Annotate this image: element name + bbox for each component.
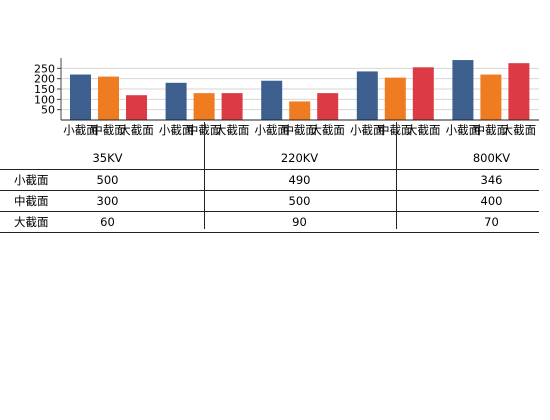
table-header-220kv: 220KV: [280, 151, 319, 165]
x-tick-label: 大截面: [406, 123, 441, 137]
bar: [508, 63, 530, 120]
x-tick-label: 小截面: [350, 123, 385, 137]
table-cell: 70: [484, 215, 499, 229]
table-header-row: 35KV 220KV 800KV: [0, 148, 539, 170]
y-tick-label: 250: [34, 62, 55, 75]
x-tick-label: 中截面: [282, 123, 317, 137]
x-tick-label: 小截面: [63, 123, 98, 137]
bar: [165, 82, 187, 120]
table-row: 大截面 60 90 70: [0, 212, 539, 233]
bar: [193, 93, 215, 120]
table-cell: 400: [480, 194, 503, 208]
bar: [412, 67, 434, 120]
bar: [261, 80, 283, 120]
table-row-label: 小截面: [14, 173, 49, 187]
x-tick-label: 中截面: [474, 123, 509, 137]
table-cell: 346: [480, 173, 503, 187]
table-row: 小截面 500 490 346: [0, 170, 539, 191]
bar: [221, 93, 243, 120]
table-cell: 490: [288, 173, 311, 187]
table-header-800kv: 800KV: [472, 151, 511, 165]
data-table: 35KV 220KV 800KV 小截面 500 490 346 中截面 300…: [0, 148, 539, 233]
bar: [452, 60, 474, 120]
y-tick-label: 200: [34, 73, 55, 86]
x-tick-label: 小截面: [254, 123, 289, 137]
x-tick-label: 大截面: [310, 123, 345, 137]
table-cell: 500: [96, 173, 119, 187]
table-cell: 500: [288, 194, 311, 208]
bar: [317, 93, 339, 120]
x-tick-label: 小截面: [159, 123, 194, 137]
bar: [480, 74, 502, 120]
table-row-label: 大截面: [14, 215, 49, 229]
x-tick-label: 大截面: [215, 123, 250, 137]
bar: [356, 71, 378, 120]
bars: [70, 60, 530, 120]
x-tick-label: 中截面: [378, 123, 413, 137]
table-divider-1: [204, 122, 205, 229]
x-tick-label: 中截面: [91, 123, 126, 137]
bar: [289, 101, 311, 120]
bar: [98, 76, 119, 120]
table-divider-2: [396, 122, 397, 229]
bar: [70, 74, 91, 120]
x-tick-label: 大截面: [502, 123, 537, 137]
bar: [126, 95, 147, 120]
table-row: 中截面 300 500 400: [0, 191, 539, 212]
y-tick-label: 150: [34, 83, 55, 96]
table-row-label: 中截面: [14, 194, 49, 208]
x-tick-label: 小截面: [446, 123, 481, 137]
y-tick-label: 100: [34, 93, 55, 106]
x-tick-label: 大截面: [119, 123, 154, 137]
bar: [384, 77, 406, 120]
table-cell: 60: [100, 215, 115, 229]
table-header-35kv: 35KV: [92, 151, 123, 165]
table-cell: 300: [96, 194, 119, 208]
table-cell: 90: [292, 215, 307, 229]
y-tick-label: 50: [41, 104, 55, 117]
x-axis-labels: 小截面中截面大截面小截面中截面大截面小截面中截面大截面小截面中截面大截面小截面中…: [63, 123, 536, 137]
